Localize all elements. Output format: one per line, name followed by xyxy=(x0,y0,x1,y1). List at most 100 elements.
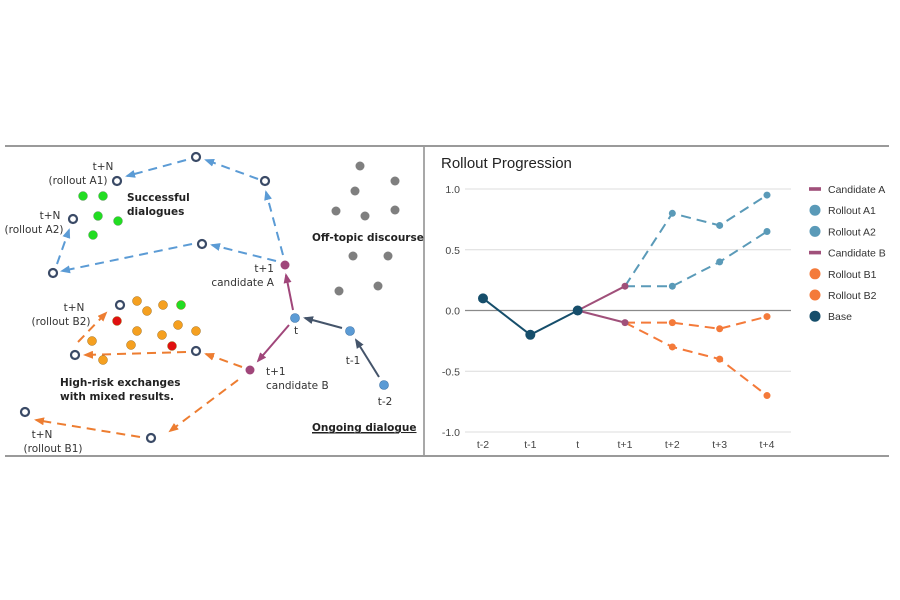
arrow-t2-to-t1 xyxy=(354,338,380,378)
series-candidate-a xyxy=(577,282,629,312)
green-dot xyxy=(78,191,88,201)
arrow-candA-to-A1-step1 xyxy=(264,190,284,256)
data-point-rollout-a1 xyxy=(716,221,724,229)
green-dot xyxy=(98,191,108,201)
label-rollout-b1: (rollout B1) xyxy=(24,443,83,455)
data-point-rollout-a2 xyxy=(716,258,724,266)
node-rollout-b2-end xyxy=(114,299,126,311)
x-tick-label: t+2 xyxy=(665,439,680,451)
legend-dot-marker xyxy=(809,225,821,237)
label-rollout-a1: (rollout A1) xyxy=(49,175,108,187)
frame-top-border xyxy=(5,145,889,147)
legend-item-rollout-a1: Rollout A1 xyxy=(809,204,876,217)
data-point-rollout-b1 xyxy=(763,313,771,321)
chart-gridlines xyxy=(465,188,791,433)
node-candidate-b xyxy=(245,365,255,375)
green-dot xyxy=(113,216,123,226)
legend-label: Candidate A xyxy=(828,184,885,196)
label-candidate-b: candidate B xyxy=(266,380,329,392)
node-rollout-a1-mid xyxy=(190,151,202,163)
series-rollout-b1 xyxy=(625,313,771,333)
node-candidate-a xyxy=(280,260,290,270)
data-point-rollout-a1 xyxy=(668,209,676,217)
arrow-t-to-candB xyxy=(256,324,290,363)
label-rollout-b2-tn: t+N xyxy=(64,302,85,314)
green-dot xyxy=(93,211,103,221)
legend-label: Rollout A2 xyxy=(828,226,876,238)
legend-label: Rollout B1 xyxy=(828,269,877,281)
arrow-A1-step3 xyxy=(125,159,187,178)
data-point-base xyxy=(572,305,583,316)
arrow-B2-step2 xyxy=(83,350,187,359)
y-tick-label: 0.0 xyxy=(445,306,460,318)
orange-dot xyxy=(191,326,201,336)
data-point-base xyxy=(525,329,536,340)
label-t: t xyxy=(294,325,298,337)
label-candidate-a-step: t+1 xyxy=(254,263,274,275)
orange-dot xyxy=(142,306,152,316)
chart-x-axis: t-2 t-1 t t+1 t+2 t+3 t+4 xyxy=(477,439,775,451)
label-off-topic: Off-topic discourse. xyxy=(312,232,424,244)
arrow-B1-step2 xyxy=(34,417,141,438)
successful-dots xyxy=(78,191,123,240)
high-risk-dots xyxy=(87,296,201,365)
label-rollout-a2-tn: t+N xyxy=(40,210,61,222)
arrow-A2-step3 xyxy=(56,228,71,265)
orange-dot xyxy=(173,320,183,330)
orange-dot xyxy=(126,340,136,350)
label-rollout-b2: (rollout B2) xyxy=(32,316,91,328)
series-line-rollout-b2 xyxy=(624,321,768,397)
orange-dot xyxy=(157,330,167,340)
series-rollout-a1 xyxy=(624,191,771,287)
gray-dot xyxy=(331,206,341,216)
label-successful-1: Successful xyxy=(127,192,190,204)
series-candidate-b xyxy=(577,309,629,327)
label-successful-2: dialogues xyxy=(127,206,184,218)
chart-legend: Candidate A Rollout A1 Rollout A2 Candidate… xyxy=(809,184,886,323)
arrow-B2-step3 xyxy=(77,311,108,343)
arrow-t1-to-t xyxy=(303,316,343,329)
data-point-rollout-b1 xyxy=(668,319,676,327)
x-tick-label: t+4 xyxy=(760,439,775,451)
y-tick-label: 0.5 xyxy=(445,245,460,257)
node-rollout-a1-end xyxy=(111,175,123,187)
arrow-A1-step2 xyxy=(204,158,259,180)
legend-dot-marker xyxy=(809,268,821,280)
data-point-base xyxy=(478,293,488,304)
legend-item-rollout-a2: Rollout A2 xyxy=(809,225,876,238)
red-dot xyxy=(167,341,177,351)
label-high-risk-1: High-risk exchanges xyxy=(60,377,180,389)
chart-series xyxy=(478,191,771,400)
green-dot xyxy=(176,300,186,310)
arrow-t-to-candA xyxy=(283,273,294,311)
chart-y-axis: 1.0 0.5 0.0 -0.5 -1.0 xyxy=(442,184,460,439)
label-candidate-b-step: t+1 xyxy=(266,366,286,378)
node-rollout-a1-start xyxy=(259,175,271,187)
y-tick-label: -0.5 xyxy=(442,366,460,378)
data-point-rollout-b2 xyxy=(668,343,676,351)
data-point-candidate-b xyxy=(621,319,629,327)
orange-dot xyxy=(132,296,142,306)
series-line-rollout-a1 xyxy=(624,194,768,287)
gray-dot xyxy=(383,251,393,261)
series-line-candidate-b xyxy=(577,309,626,324)
legend-line-marker xyxy=(809,187,821,191)
y-tick-label: -1.0 xyxy=(442,427,460,439)
legend-line-marker xyxy=(809,250,821,255)
green-dot xyxy=(88,230,98,240)
node-rollout-a2-end xyxy=(67,213,79,225)
label-t-minus-1: t-1 xyxy=(346,355,361,367)
x-tick-label: t xyxy=(576,439,579,451)
arrow-A2-step2 xyxy=(60,243,193,274)
dialogue-diagram: t+N (rollout A1) t+N (rollout A2) Succes… xyxy=(5,151,424,455)
series-line-rollout-a2 xyxy=(625,230,768,288)
label-rollout-a1-tn: t+N xyxy=(93,161,114,173)
series-rollout-b2 xyxy=(624,321,771,400)
node-rollout-b2-mid xyxy=(69,349,81,361)
node-t-minus-1 xyxy=(345,326,355,336)
gray-dot xyxy=(373,281,383,291)
legend-item-rollout-b2: Rollout B2 xyxy=(809,289,877,302)
data-point-rollout-a2 xyxy=(763,228,771,236)
x-tick-label: t-2 xyxy=(477,439,489,451)
data-point-candidate-a xyxy=(621,282,629,290)
